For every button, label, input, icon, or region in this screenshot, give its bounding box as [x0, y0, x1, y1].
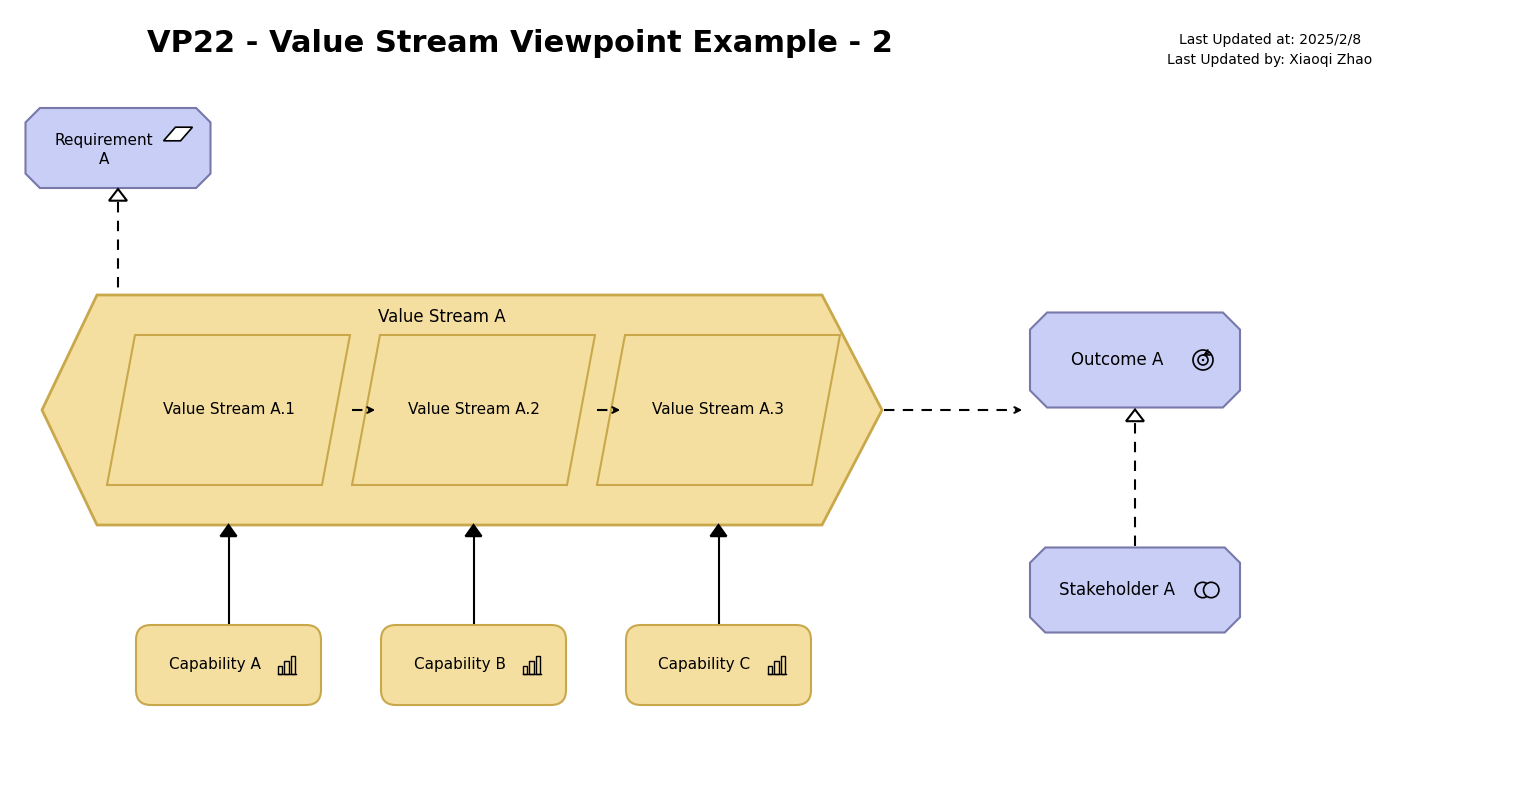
Polygon shape	[109, 189, 128, 200]
Bar	[774, 661, 778, 674]
Circle shape	[1204, 582, 1220, 597]
Text: Capability C: Capability C	[658, 658, 751, 673]
Bar	[767, 666, 772, 674]
Polygon shape	[42, 295, 881, 525]
Text: Capability B: Capability B	[414, 658, 506, 673]
Text: VP22 - Value Stream Viewpoint Example - 2: VP22 - Value Stream Viewpoint Example - …	[148, 30, 894, 58]
Text: Capability A: Capability A	[169, 658, 260, 673]
Polygon shape	[597, 335, 840, 485]
Text: Value Stream A.3: Value Stream A.3	[652, 402, 784, 417]
Bar	[291, 656, 295, 674]
Text: Value Stream A.1: Value Stream A.1	[163, 402, 294, 417]
Text: Last Updated at: 2025/2/8: Last Updated at: 2025/2/8	[1180, 33, 1361, 47]
Polygon shape	[1030, 313, 1240, 407]
Text: Requirement: Requirement	[55, 133, 154, 148]
Bar	[278, 666, 283, 674]
FancyBboxPatch shape	[626, 625, 811, 705]
Text: Stakeholder A: Stakeholder A	[1060, 581, 1175, 599]
Circle shape	[1201, 358, 1204, 362]
Polygon shape	[163, 127, 192, 141]
Text: Value Stream A.2: Value Stream A.2	[408, 402, 540, 417]
Bar	[535, 656, 540, 674]
Polygon shape	[466, 525, 481, 536]
FancyBboxPatch shape	[135, 625, 321, 705]
Text: A: A	[98, 152, 109, 167]
Polygon shape	[1126, 410, 1144, 421]
Polygon shape	[711, 525, 726, 536]
Bar	[523, 666, 528, 674]
Text: Last Updated by: Xiaoqi Zhao: Last Updated by: Xiaoqi Zhao	[1167, 53, 1372, 67]
Bar	[781, 656, 784, 674]
Text: Outcome A: Outcome A	[1070, 351, 1163, 369]
Polygon shape	[108, 335, 351, 485]
Polygon shape	[220, 525, 237, 536]
FancyBboxPatch shape	[381, 625, 566, 705]
Polygon shape	[352, 335, 595, 485]
Polygon shape	[26, 108, 211, 188]
Text: Value Stream A: Value Stream A	[378, 308, 506, 326]
Polygon shape	[1030, 548, 1240, 633]
Bar	[285, 661, 289, 674]
Bar	[529, 661, 534, 674]
